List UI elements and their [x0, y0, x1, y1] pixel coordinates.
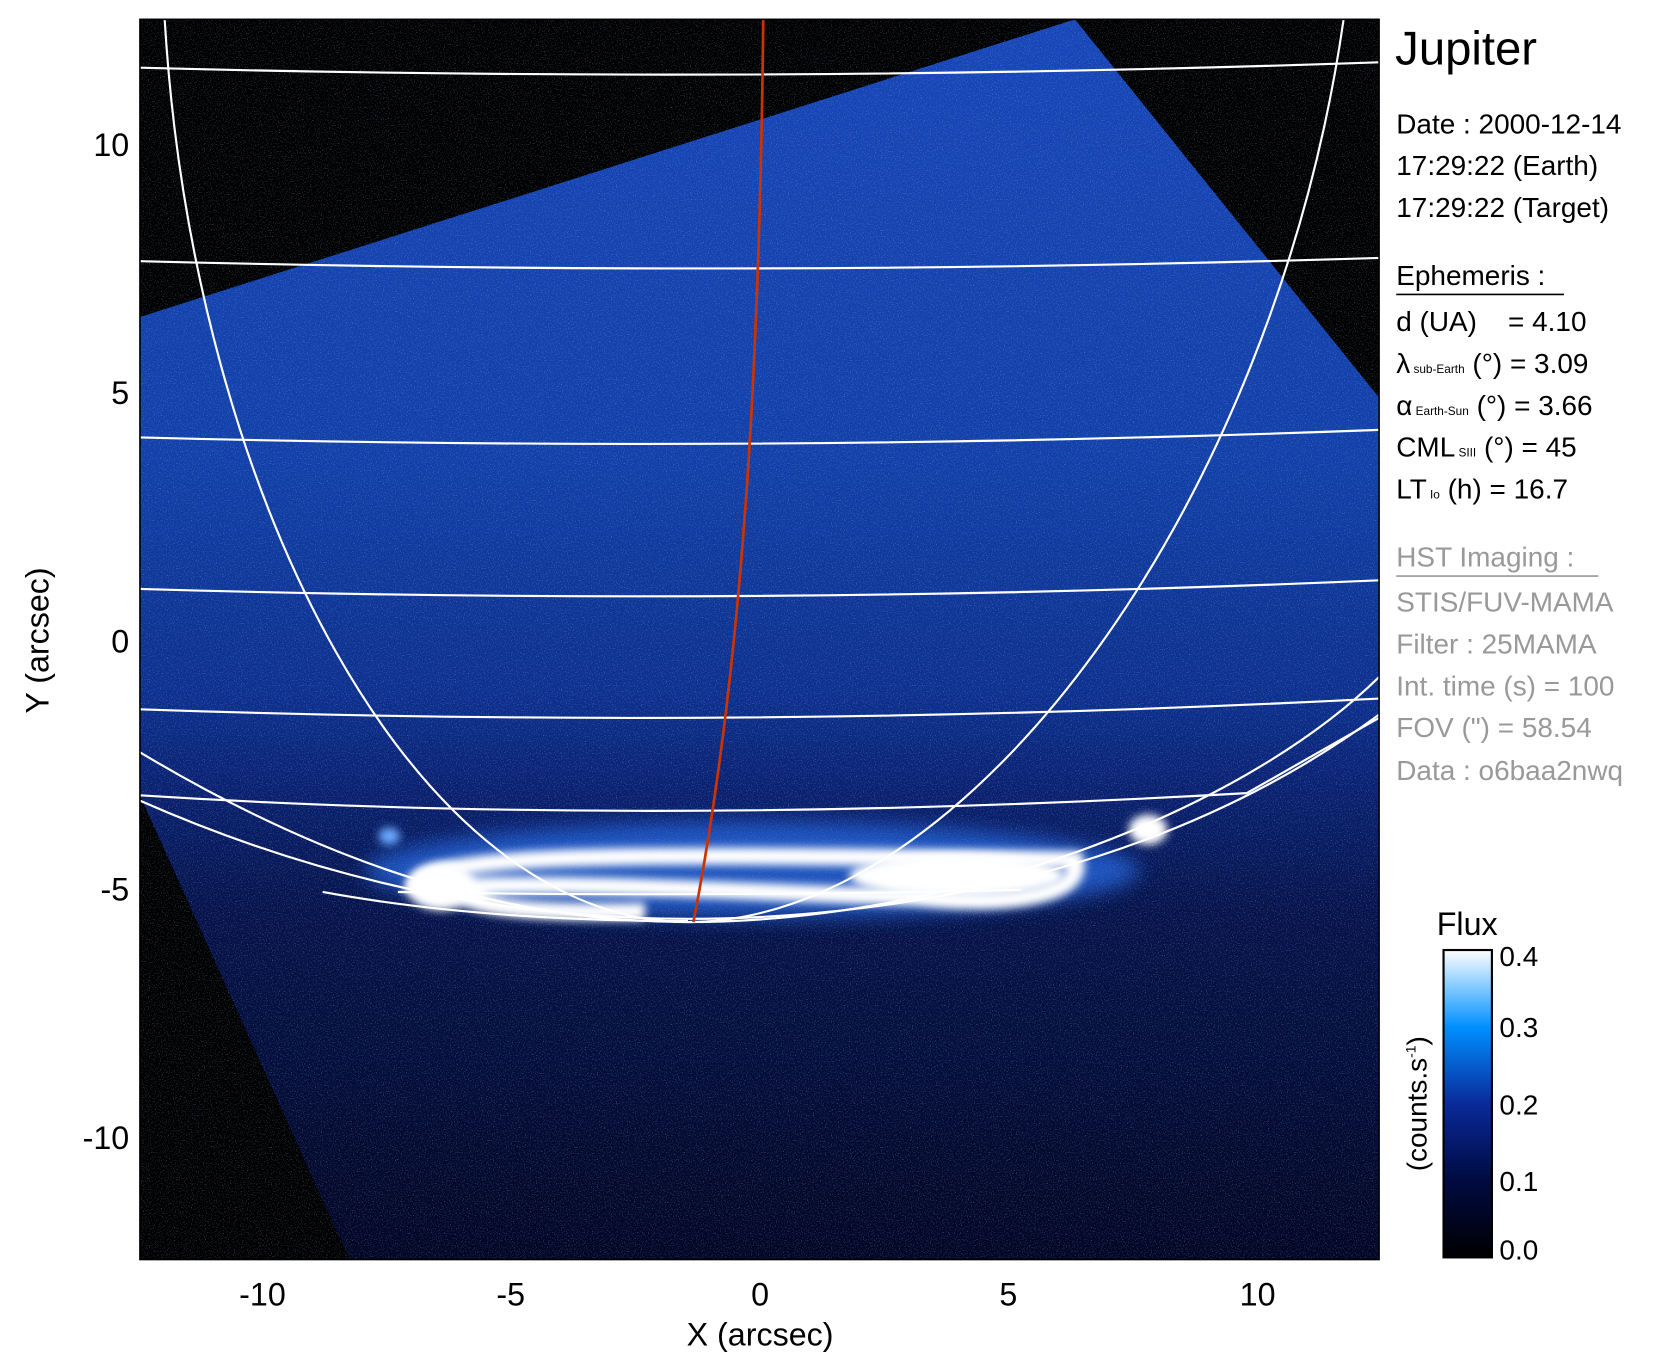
- imaging-filter: Filter : 25MAMA: [1396, 628, 1597, 659]
- planet-title: Jupiter: [1395, 22, 1537, 75]
- y-axis: 10 5 0 -5 -10 Y (arcsec): [20, 127, 130, 1156]
- central-meridian-line: [692, 19, 765, 923]
- detector-noise: [139, 19, 1380, 1260]
- colorbar-gradient: [1442, 948, 1493, 1259]
- ephemeris-cml: CML SIII (°) = 45: [1396, 432, 1576, 463]
- meridian-grid: [139, 19, 1380, 924]
- latitude-grid: [139, 61, 1380, 896]
- y-tick-label: 5: [111, 375, 129, 411]
- image-plot: [139, 19, 1380, 1260]
- date-text: Date : 2000-12-14: [1396, 108, 1621, 139]
- io-footprint-spot: [1128, 814, 1168, 845]
- imaging-fov: FOV (") = 58.54: [1396, 712, 1591, 743]
- colorbar-tick-label: 0.1: [1499, 1166, 1538, 1197]
- time-target-text: 17:29:22 (Target): [1396, 192, 1609, 223]
- y-tick-label: -5: [101, 872, 130, 908]
- colorbar-tick-label: 0.2: [1499, 1089, 1538, 1120]
- x-tick-label: 10: [1240, 1277, 1276, 1313]
- colorbar-tick-label: 0.0: [1499, 1235, 1538, 1266]
- info-panel: Jupiter Date : 2000-12-14 17:29:22 (Eart…: [1395, 22, 1623, 786]
- ephemeris-heading: Ephemeris :: [1396, 260, 1545, 291]
- y-tick-label: 10: [93, 127, 129, 163]
- imaging-instrument: STIS/FUV-MAMA: [1396, 586, 1614, 617]
- x-tick-label: -10: [239, 1277, 286, 1313]
- ephemeris-phase-angle: α Earth-Sun (°) = 3.66: [1396, 390, 1592, 421]
- x-tick-label: -5: [496, 1277, 525, 1313]
- imaging-dataset: Data : o6baa2nwq: [1396, 755, 1623, 786]
- colorbar-tick-label: 0.3: [1499, 1012, 1538, 1043]
- ephemeris-lt-io: LT Io (h) = 16.7: [1396, 474, 1568, 505]
- y-tick-label: -10: [83, 1120, 130, 1156]
- imaging-int-time: Int. time (s) = 100: [1396, 670, 1614, 701]
- y-axis-label: Y (arcsec): [20, 567, 56, 713]
- plot-frame: [139, 18, 1380, 1261]
- x-tick-label: 0: [751, 1277, 769, 1313]
- colorbar-unit-label: (counts.s-1): [1401, 1036, 1432, 1171]
- y-tick-label: 0: [111, 623, 129, 659]
- ephemeris-distance: d (UA) = 4.10: [1396, 306, 1586, 337]
- x-tick-label: 5: [999, 1277, 1017, 1313]
- colorbar: Flux 0.4 0.3 0.2 0.1 0.0 (counts.s-1): [1401, 906, 1538, 1266]
- ephemeris-sub-earth-lat: λ sub-Earth (°) = 3.09: [1396, 348, 1588, 379]
- colorbar-title: Flux: [1437, 906, 1498, 942]
- time-earth-text: 17:29:22 (Earth): [1396, 150, 1598, 181]
- colorbar-tick-label: 0.4: [1499, 941, 1538, 972]
- imaging-heading: HST Imaging :: [1396, 541, 1574, 572]
- x-axis-label: X (arcsec): [687, 1317, 834, 1353]
- x-axis: -10 -5 0 5 10 X (arcsec): [239, 1277, 1275, 1353]
